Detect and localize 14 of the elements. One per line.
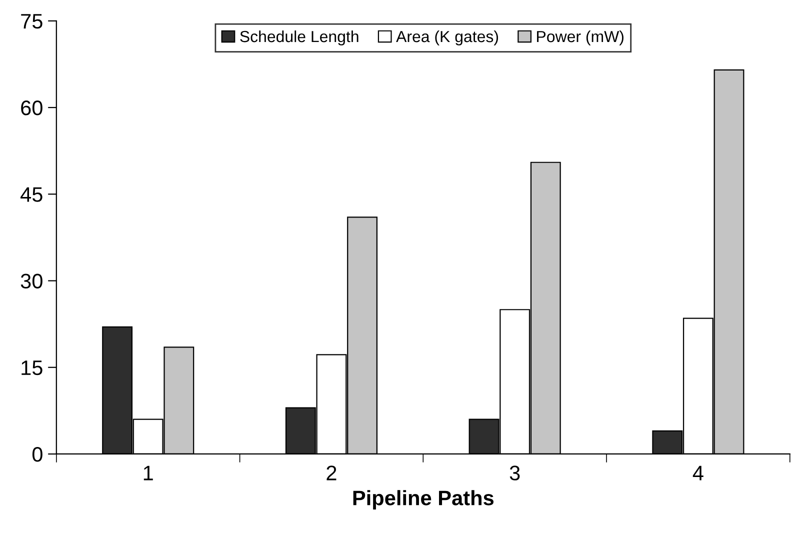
legend-label: Schedule Length [240, 30, 358, 46]
x-tick-label: 4 [692, 466, 704, 480]
y-tick-label: 60 [21, 100, 42, 116]
legend-label: Area (K gates) [396, 30, 498, 46]
y-tick-label: 15 [22, 360, 42, 376]
y-tick-label: 75 [21, 14, 42, 29]
y-tick-label: 45 [20, 187, 42, 202]
x-axis-title: Pipeline Paths [353, 490, 494, 510]
x-tick-label: 2 [326, 466, 336, 480]
x-tick-label: 3 [510, 466, 520, 480]
x-tick-label: 1 [144, 466, 153, 480]
legend-label: Power (mW) [537, 30, 624, 46]
y-tick-label: 0 [32, 446, 42, 462]
y-tick-label: 30 [20, 274, 42, 289]
